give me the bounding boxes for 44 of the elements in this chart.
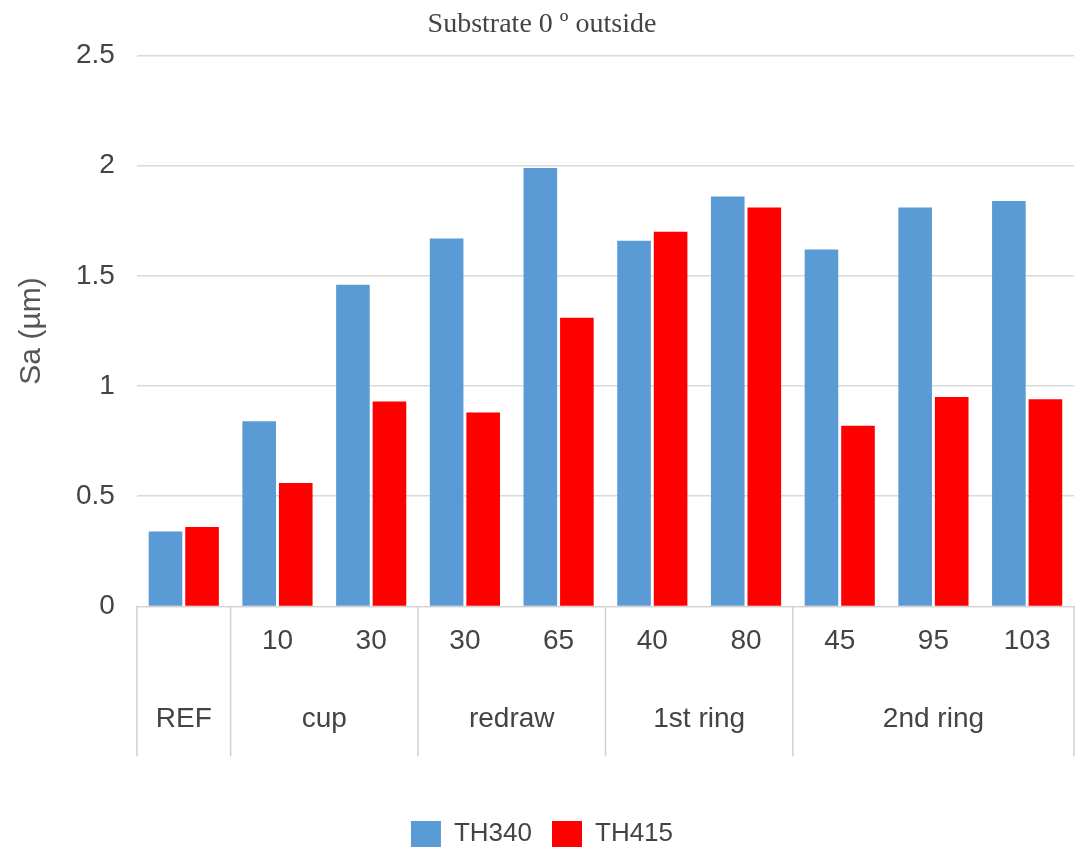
y-tick-label: 2.5 <box>75 38 115 70</box>
y-tick-label: 0.5 <box>75 478 115 510</box>
y-axis-title: Sa (µm) <box>13 277 47 385</box>
y-tick-label: 1 <box>99 368 115 400</box>
y-tick-label: 2 <box>99 148 115 180</box>
x-tick-label: 65 <box>543 623 575 655</box>
text: redraw <box>468 702 556 734</box>
bar <box>523 167 558 606</box>
y-tick-label: 0 <box>99 589 115 621</box>
bar <box>710 196 745 606</box>
x-tick-label: 80 <box>730 623 762 655</box>
bar <box>653 231 688 606</box>
x-tick-label: 10 <box>261 623 294 655</box>
text: 1st ring <box>653 702 746 734</box>
x-tick-label: 40 <box>636 623 668 655</box>
bar <box>747 207 782 606</box>
bar <box>429 238 464 606</box>
x-tick-label: 95 <box>917 623 950 655</box>
bar <box>560 317 594 606</box>
bar <box>185 527 219 606</box>
bar <box>898 207 932 606</box>
x-tick-label: 30 <box>355 623 387 655</box>
x-tick-label: 45 <box>824 623 856 655</box>
bar <box>934 397 969 606</box>
legend-label: TH415 <box>595 817 674 848</box>
bar <box>617 240 651 606</box>
bar <box>841 425 875 606</box>
bar <box>1028 399 1063 606</box>
bar <box>992 201 1026 606</box>
bar <box>336 284 370 606</box>
bar <box>148 531 183 606</box>
bar <box>804 249 839 606</box>
text: 2nd ring <box>882 702 985 734</box>
x-tick-label: 103 <box>1003 623 1051 655</box>
text: REF <box>155 702 212 734</box>
chart-title: Substrate 0 º outside <box>427 7 657 39</box>
text: cup <box>301 702 347 734</box>
bar <box>372 401 407 606</box>
x-tick-label: 30 <box>449 623 481 655</box>
bar <box>466 412 500 606</box>
legend-label: TH340 <box>453 817 533 848</box>
y-tick-label: 1.5 <box>75 258 115 290</box>
bar <box>242 421 277 606</box>
bar <box>278 483 313 606</box>
